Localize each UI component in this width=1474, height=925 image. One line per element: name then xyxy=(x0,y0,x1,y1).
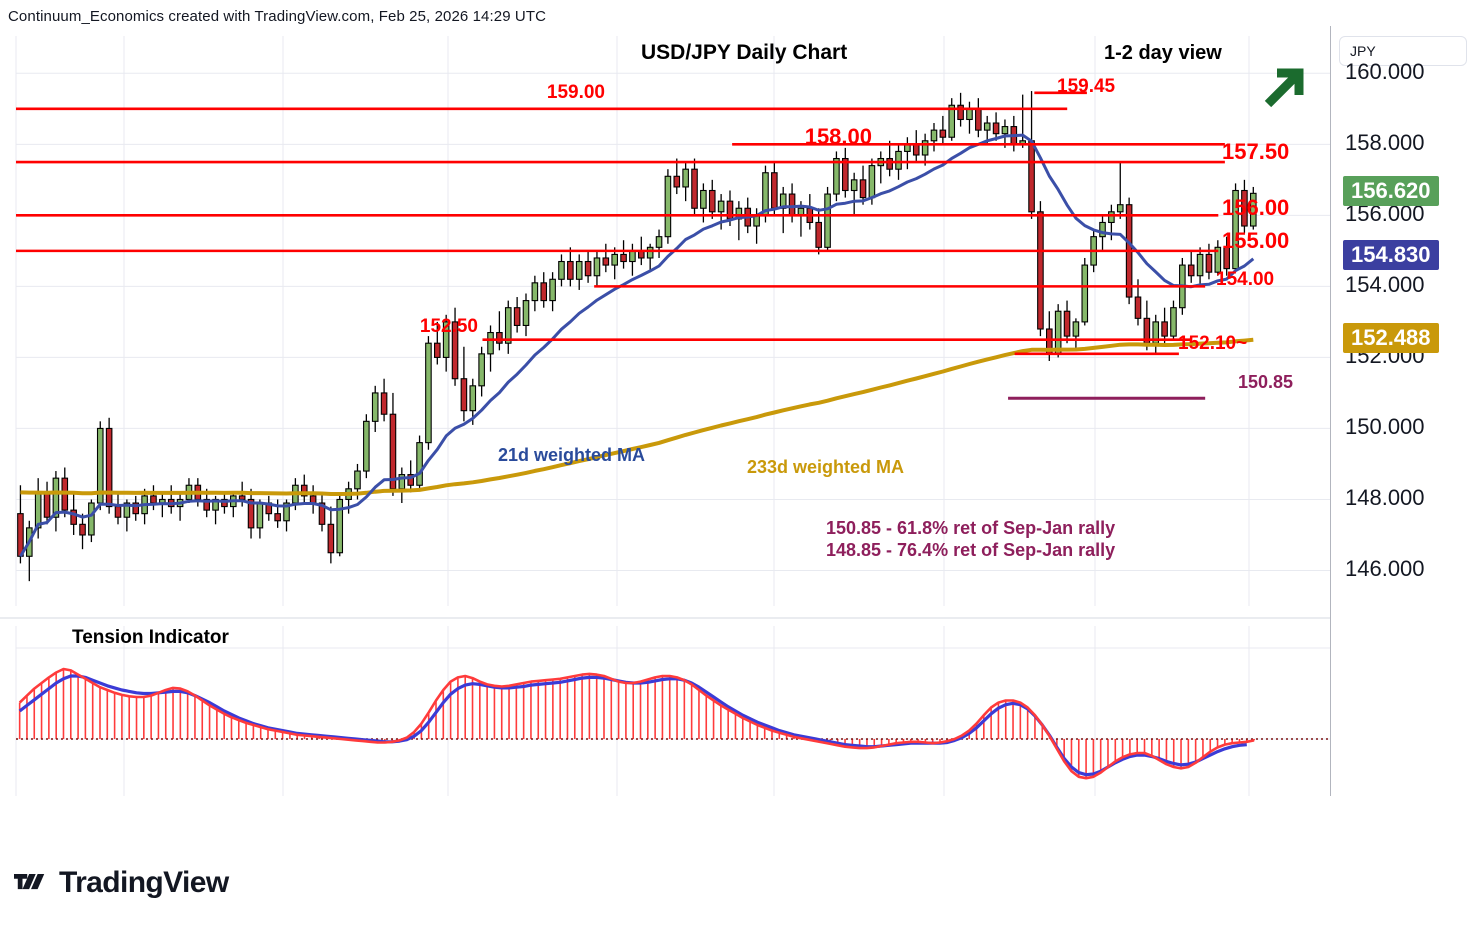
level-label: 157.50 xyxy=(1222,139,1289,164)
ma21-line xyxy=(19,133,1255,558)
price-tick: 146.000 xyxy=(1345,556,1425,582)
tension-histogram xyxy=(18,669,1255,779)
retracement-note: 150.85 - 61.8% ret of Sep-Jan rally xyxy=(826,518,1115,538)
price-tick: 158.000 xyxy=(1345,130,1425,156)
tradingview-wordmark: TradingView xyxy=(59,866,229,899)
level-label: 159.45 xyxy=(1057,76,1116,97)
level-label: 159.00 xyxy=(547,82,605,103)
currency-chip[interactable]: JPY xyxy=(1339,36,1467,66)
price-tick: 154.000 xyxy=(1345,272,1425,298)
tension-indicator-title: Tension Indicator xyxy=(72,627,230,648)
ma233-line xyxy=(20,337,1254,496)
tension-fast-line xyxy=(18,667,1255,780)
level-label: 156.00 xyxy=(1222,195,1289,220)
ma233-label: 233d weighted MA xyxy=(747,457,904,477)
attribution-text: Continuum_Economics created with Trading… xyxy=(8,8,547,25)
price-tick: 148.000 xyxy=(1345,485,1425,511)
last-price-badge: 156.620 xyxy=(1343,176,1439,207)
level-label-15085: 150.85 xyxy=(1238,372,1293,392)
level-label: 155.00 xyxy=(1222,228,1289,253)
tradingview-logo-icon xyxy=(14,873,45,889)
ma233-badge: 152.488 xyxy=(1343,323,1439,354)
price-tick: 150.000 xyxy=(1345,414,1425,440)
tradingview-logo: TradingView xyxy=(14,866,229,900)
level-label: 154.00 xyxy=(1216,269,1274,290)
candlestick-series xyxy=(17,91,1257,582)
price-scale[interactable]: JPY 160.000 158.000 156.000 154.000 152.000 1… xyxy=(1330,26,1474,796)
level-label: 152.50 xyxy=(420,316,478,337)
chart-canvas: 159.00 159.45 158.00 157.50 156.00 155.00 154.… xyxy=(0,36,1330,796)
ma21-label: 21d weighted MA xyxy=(498,445,645,465)
retracement-note: 148.85 - 76.4% ret of Sep-Jan rally xyxy=(826,540,1115,560)
level-label: 152.10~ xyxy=(1178,333,1247,354)
chart-area[interactable]: 159.00 159.45 158.00 157.50 156.00 155.00 154.… xyxy=(0,26,1474,796)
level-label: 158.00 xyxy=(805,124,872,149)
currency-label: JPY xyxy=(1350,43,1376,59)
ma21-badge: 154.830 xyxy=(1343,239,1439,270)
price-tick: 160.000 xyxy=(1345,59,1425,85)
